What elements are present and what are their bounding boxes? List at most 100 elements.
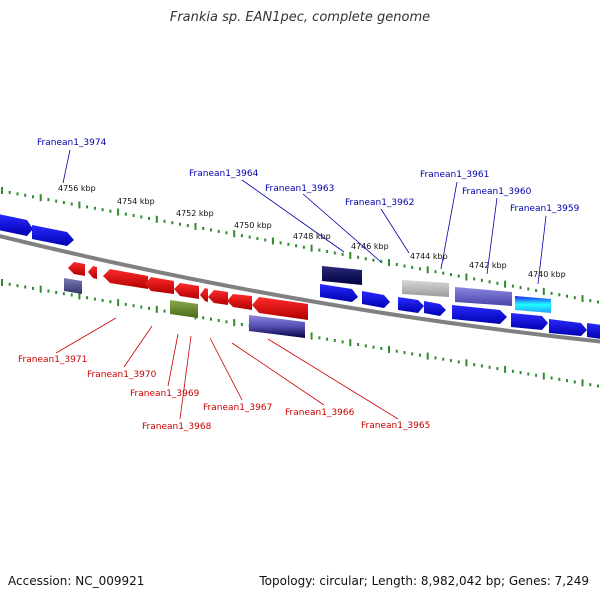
gene-arrow[interactable] [587, 323, 600, 339]
minor-tick [16, 284, 19, 288]
minor-tick [364, 257, 367, 261]
minor-tick [341, 340, 344, 344]
gene-label-3964: Franean1_3964 [189, 169, 259, 179]
minor-tick [395, 349, 398, 353]
gene-arrow[interactable] [549, 319, 587, 336]
major-tick [581, 379, 584, 387]
major-tick [581, 295, 584, 303]
reverse-callouts [55, 317, 399, 420]
minor-tick [86, 205, 89, 209]
gene-arrow[interactable] [227, 294, 252, 310]
minor-tick [179, 222, 181, 226]
minor-tick [473, 277, 476, 281]
minor-tick [372, 345, 375, 349]
major-tick [542, 372, 545, 380]
scale-label: 4740 kbp [528, 270, 566, 279]
minor-tick [434, 270, 437, 274]
major-tick [349, 339, 352, 347]
minor-tick [326, 250, 329, 253]
gene-arrow[interactable] [64, 278, 82, 294]
scale-label: 4748 kbp [293, 232, 331, 241]
minor-tick [8, 282, 11, 286]
major-tick [465, 273, 468, 281]
minor-tick [333, 339, 336, 342]
minor-tick [217, 229, 220, 233]
minor-tick [62, 201, 65, 204]
gene-label-3961: Franean1_3961 [420, 170, 489, 180]
gene-arrow[interactable] [402, 280, 449, 297]
gene-arrow[interactable] [322, 266, 362, 285]
minor-tick [589, 299, 592, 303]
minor-tick [62, 292, 65, 296]
minor-tick [163, 309, 166, 313]
gene-arrow[interactable] [174, 283, 199, 299]
minor-tick [202, 316, 205, 320]
gene-label-3974: Franean1_3974 [37, 138, 107, 148]
major-tick [117, 208, 120, 216]
gene-arrow[interactable] [249, 315, 305, 338]
gene-arrow[interactable] [68, 262, 85, 276]
minor-tick [302, 245, 305, 249]
gene-arrow[interactable] [398, 297, 424, 313]
gene-arrow[interactable] [515, 296, 551, 313]
minor-tick [480, 278, 483, 282]
minor-tick [597, 300, 599, 304]
scale-label: 4752 kbp [176, 209, 214, 218]
gene-arrow[interactable] [511, 313, 548, 330]
gene-arrow[interactable] [452, 305, 507, 324]
minor-tick [55, 199, 58, 203]
minor-tick [496, 367, 499, 371]
backbone-circle-arc [0, 234, 600, 344]
gene-arrow[interactable] [170, 300, 198, 318]
gene-arrow[interactable] [455, 287, 512, 306]
gene-arrow[interactable] [320, 284, 358, 302]
minor-tick [318, 248, 321, 252]
major-tick [1, 187, 3, 194]
minor-tick [457, 274, 460, 278]
scale-label: 4744 kbp [410, 252, 448, 261]
minor-tick [558, 293, 561, 297]
gene-label-3963: Franean1_3963 [265, 184, 334, 194]
gene-arrow[interactable] [200, 288, 208, 302]
minor-tick [411, 352, 414, 356]
minor-tick [124, 302, 127, 306]
gene-arrow[interactable] [145, 277, 174, 294]
major-tick [117, 299, 120, 307]
gene-arrow[interactable] [252, 297, 308, 320]
minor-tick [16, 192, 19, 196]
gene-label-3968: Franean1_3968 [142, 422, 212, 432]
minor-tick [55, 290, 58, 294]
minor-tick [225, 320, 228, 324]
reverse-gene-labels: Franean1_3971 Franean1_3970 Franean1_396… [18, 355, 430, 432]
gene-arrow[interactable] [362, 291, 390, 308]
gene-arrow[interactable] [103, 269, 148, 289]
major-tick [194, 223, 197, 230]
minor-tick [442, 357, 445, 361]
minor-tick [419, 267, 421, 271]
gene-arrow[interactable] [88, 266, 97, 279]
minor-tick [210, 228, 212, 232]
major-tick [155, 215, 158, 223]
scale-label: 4756 kbp [58, 184, 96, 193]
minor-tick [449, 359, 452, 363]
minor-tick [511, 369, 514, 373]
minor-tick [101, 298, 104, 302]
gene-arrow[interactable] [424, 301, 446, 316]
minor-tick [101, 208, 104, 212]
major-tick [388, 345, 390, 353]
scale-label: 4754 kbp [117, 197, 155, 206]
minor-tick [527, 372, 530, 376]
major-tick [155, 305, 158, 313]
gene-arrow[interactable] [208, 290, 228, 305]
gene-label-3966: Franean1_3966 [285, 408, 355, 418]
major-tick [504, 365, 507, 373]
major-tick [271, 237, 274, 245]
minor-tick [403, 351, 406, 355]
major-tick [39, 285, 42, 293]
gene-label-3967: Franean1_3967 [203, 403, 272, 413]
major-tick [542, 287, 545, 295]
minor-tick [411, 265, 414, 269]
scale-label: 4746 kbp [351, 242, 389, 251]
gene-arrow[interactable] [0, 214, 33, 236]
gene-arrow[interactable] [32, 225, 74, 246]
